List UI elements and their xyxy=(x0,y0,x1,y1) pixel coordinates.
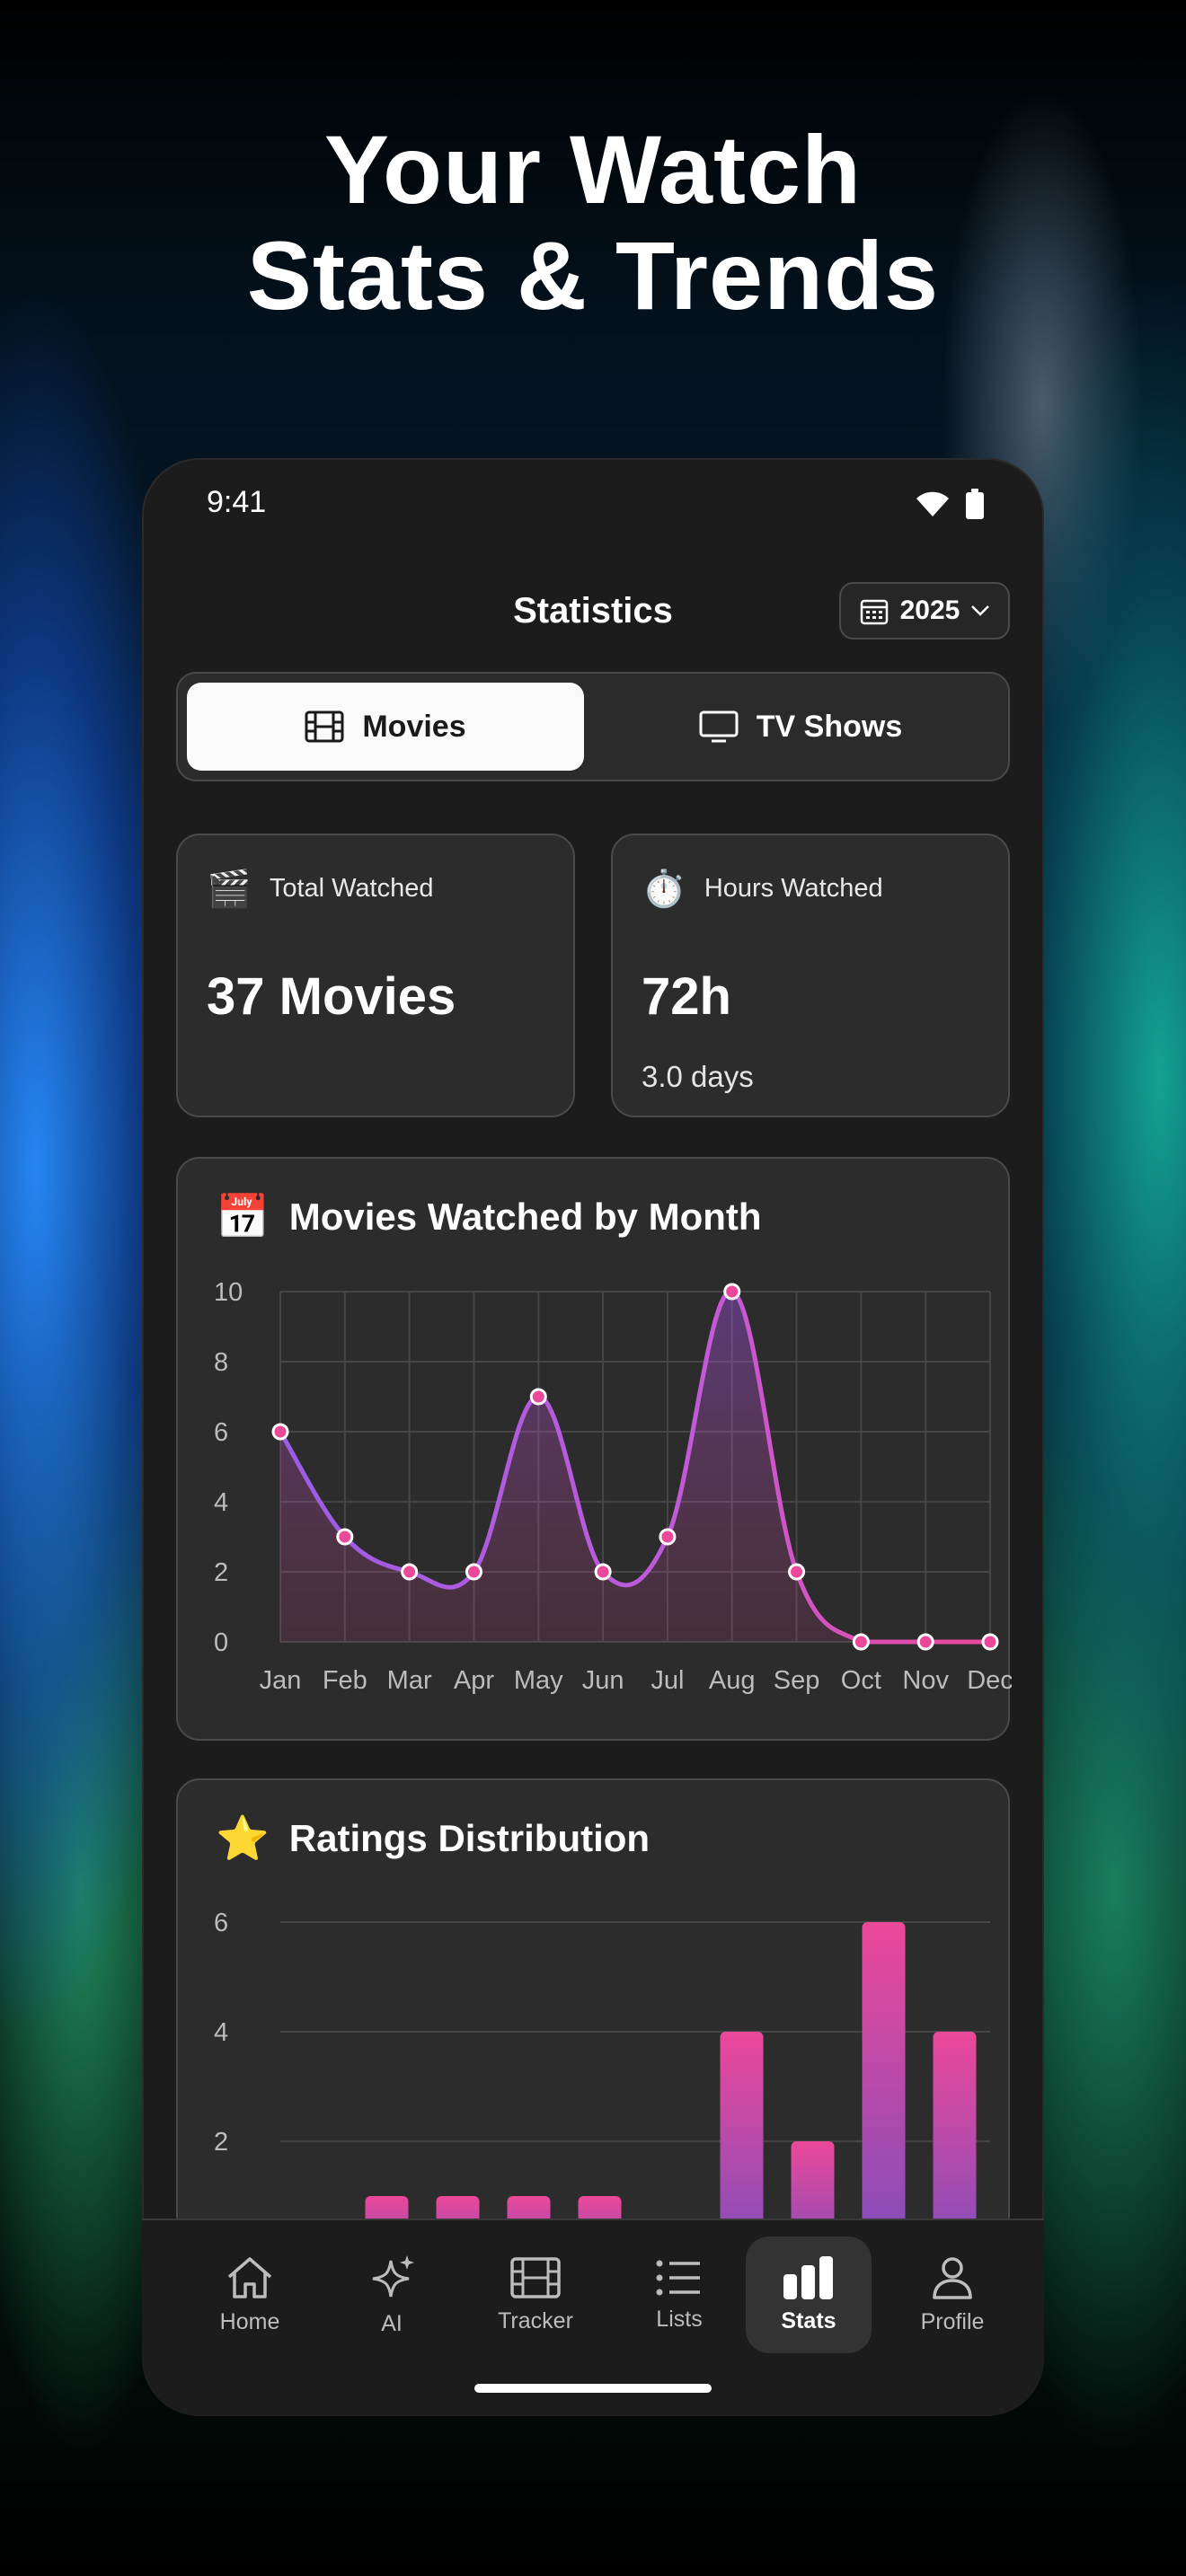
x-tick-label: Apr xyxy=(454,1666,494,1695)
nav-home[interactable]: Home xyxy=(187,2236,313,2353)
tab-movies[interactable]: Movies xyxy=(187,683,584,771)
tab-tv-shows-label: TV Shows xyxy=(756,709,903,744)
x-tick-label: Dec xyxy=(967,1666,1012,1695)
nav-lists-label: Lists xyxy=(656,2306,703,2332)
nav-tracker-label: Tracker xyxy=(498,2307,573,2333)
data-point xyxy=(916,1633,934,1651)
star-icon: ⭐ xyxy=(216,1815,270,1863)
total-watched-card: 🎬 Total Watched 37 Movies xyxy=(176,834,575,1117)
rating-bar xyxy=(720,2032,764,2265)
days-watched-value: 3.0 days xyxy=(642,1060,754,1093)
monthly-chart-card: 📅 Movies Watched by Month 0 2 4 6 8 10 Jan Feb M… xyxy=(176,1157,1012,1741)
monthly-line-chart: 0 2 4 6 8 10 Jan Feb Mar Apr May Jun Jul Aug Sep Oct Nov… xyxy=(214,1278,1012,1695)
home-icon xyxy=(227,2256,272,2298)
marketing-headline: Your Watch Stats & Trends xyxy=(0,117,1186,329)
nav-stats[interactable]: Stats xyxy=(746,2236,872,2353)
tv-icon xyxy=(699,710,739,743)
ratings-chart-card: ⭐ Ratings Distribution 2 4 6 xyxy=(176,1778,1010,2281)
y-tick-label: 2 xyxy=(214,2128,228,2157)
stopwatch-icon: ⏱️ xyxy=(642,869,686,909)
nav-stats-label: Stats xyxy=(781,2307,836,2333)
y-tick-label: 4 xyxy=(214,1488,228,1517)
nav-profile-label: Profile xyxy=(920,2308,985,2334)
data-point xyxy=(401,1563,419,1581)
hours-watched-label: Hours Watched xyxy=(704,874,883,903)
headline-line-2: Stats & Trends xyxy=(246,221,940,330)
ratings-chart-title: ⭐ Ratings Distribution xyxy=(216,1813,650,1864)
rating-bar xyxy=(933,2032,977,2265)
x-tick-label: Jul xyxy=(651,1666,684,1695)
x-tick-label: Feb xyxy=(323,1666,367,1695)
data-point xyxy=(852,1633,870,1651)
y-tick-label: 6 xyxy=(214,1418,228,1447)
nav-ai[interactable]: AI xyxy=(329,2236,455,2353)
film-icon xyxy=(510,2256,561,2298)
hours-watched-card: ⏱️ Hours Watched 72h 3.0 days xyxy=(611,834,1010,1117)
hours-watched-header: ⏱️ Hours Watched xyxy=(642,868,883,910)
clapper-icon: 🎬 xyxy=(207,869,252,909)
screen-title: Statistics xyxy=(513,591,673,631)
wifi-icon xyxy=(916,491,949,516)
chevron-down-icon xyxy=(971,605,990,616)
status-time: 9:41 xyxy=(207,485,267,519)
total-watched-label: Total Watched xyxy=(269,874,434,903)
hours-watched-value: 72h xyxy=(642,967,731,1026)
y-tick-label: 8 xyxy=(214,1348,228,1377)
monthly-chart-title-text: Movies Watched by Month xyxy=(288,1195,762,1238)
data-point xyxy=(465,1563,482,1581)
data-point xyxy=(723,1283,741,1301)
battery-icon xyxy=(966,489,984,519)
x-tick-label: Jan xyxy=(260,1666,302,1695)
nav-tracker[interactable]: Tracker xyxy=(473,2236,598,2353)
tab-movies-label: Movies xyxy=(362,709,466,744)
total-watched-header: 🎬 Total Watched xyxy=(207,868,434,910)
x-tick-label: May xyxy=(514,1666,563,1695)
film-icon xyxy=(305,710,344,743)
x-tick-label: Nov xyxy=(902,1666,949,1695)
calendar-emoji-icon: 📅 xyxy=(216,1194,270,1241)
status-icons xyxy=(915,489,985,519)
x-tick-label: Aug xyxy=(709,1666,756,1695)
data-point xyxy=(659,1528,677,1546)
status-bar: 9:41 xyxy=(142,458,1044,548)
data-point xyxy=(271,1423,289,1441)
nav-home-label: Home xyxy=(219,2308,280,2334)
y-tick-label: 6 xyxy=(214,1909,228,1937)
y-tick-label: 4 xyxy=(214,2018,228,2047)
x-tick-label: Oct xyxy=(841,1666,881,1695)
rating-bar xyxy=(862,1922,906,2265)
year-value: 2025 xyxy=(899,595,960,625)
home-indicator xyxy=(474,2384,712,2393)
bottom-navigation: Home AI Tracker xyxy=(142,2219,1044,2416)
monthly-chart-title: 📅 Movies Watched by Month xyxy=(216,1191,762,1242)
ratings-chart-title-text: Ratings Distribution xyxy=(288,1816,651,1859)
x-tick-label: Sep xyxy=(774,1666,820,1695)
person-icon xyxy=(933,2256,972,2299)
y-tick-label: 2 xyxy=(214,1558,228,1587)
x-tick-label: Jun xyxy=(582,1666,624,1695)
nav-profile[interactable]: Profile xyxy=(890,2236,1015,2353)
media-type-toggle: Movies TV Shows xyxy=(176,672,1010,781)
data-point xyxy=(788,1563,806,1581)
list-icon xyxy=(656,2260,700,2295)
nav-ai-label: AI xyxy=(381,2310,403,2336)
ratings-bar-chart: 2 4 6 xyxy=(214,1909,990,2265)
nav-lists[interactable]: Lists xyxy=(616,2236,742,2353)
calendar-icon xyxy=(860,599,888,625)
y-tick-label: 10 xyxy=(214,1278,243,1307)
x-tick-label: Mar xyxy=(387,1666,432,1695)
data-point xyxy=(529,1388,547,1406)
y-tick-label: 0 xyxy=(214,1628,228,1657)
data-point xyxy=(594,1563,612,1581)
data-point xyxy=(336,1528,354,1546)
line-area-fill xyxy=(280,1291,990,1642)
data-point xyxy=(981,1633,999,1651)
headline-line-1: Your Watch xyxy=(324,115,862,224)
tab-tv-shows[interactable]: TV Shows xyxy=(602,683,999,771)
phone-frame: 9:41 Statistics 2025 xyxy=(142,458,1044,2416)
total-watched-value: 37 Movies xyxy=(207,967,456,1026)
sparkle-icon xyxy=(372,2254,414,2297)
year-selector-button[interactable]: 2025 xyxy=(839,582,1010,640)
bar-chart-icon xyxy=(783,2255,833,2299)
